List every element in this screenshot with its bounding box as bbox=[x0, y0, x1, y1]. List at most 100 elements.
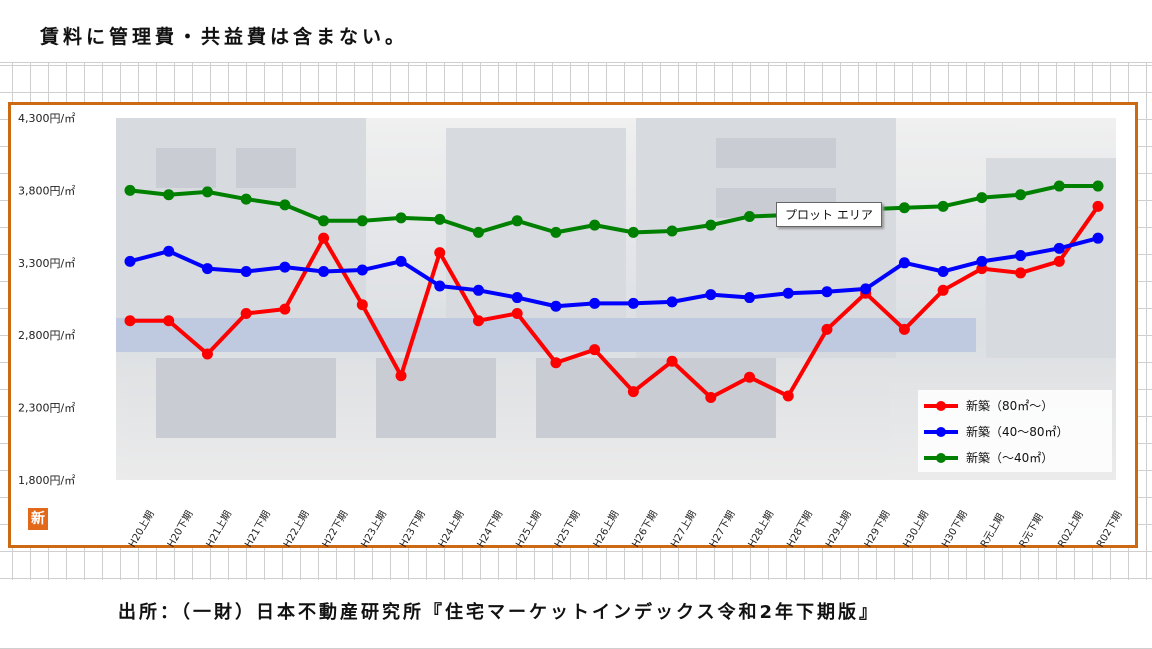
data-point[interactable] bbox=[589, 219, 601, 231]
data-point[interactable] bbox=[356, 299, 368, 311]
data-point[interactable] bbox=[821, 286, 833, 298]
data-point[interactable] bbox=[511, 307, 523, 319]
x-tick-label: H27下期 bbox=[707, 509, 738, 550]
y-tick-label: 3,300円/㎡ bbox=[18, 257, 75, 270]
data-point[interactable] bbox=[1015, 189, 1027, 201]
data-point[interactable] bbox=[666, 355, 678, 367]
data-point[interactable] bbox=[1053, 255, 1065, 267]
data-point[interactable] bbox=[1053, 242, 1065, 254]
data-point[interactable] bbox=[550, 226, 562, 238]
legend-label: 新築（～40㎡） bbox=[966, 450, 1053, 465]
data-point[interactable] bbox=[395, 212, 407, 224]
y-tick-label: 1,800円/㎡ bbox=[18, 474, 75, 487]
data-point[interactable] bbox=[434, 280, 446, 292]
data-point[interactable] bbox=[898, 323, 910, 335]
data-point[interactable] bbox=[434, 213, 446, 225]
data-point[interactable] bbox=[318, 215, 330, 227]
data-point[interactable] bbox=[937, 284, 949, 296]
data-point[interactable] bbox=[1092, 180, 1104, 192]
note-row bbox=[0, 0, 1152, 63]
y-tick-label: 4,300円/㎡ bbox=[18, 112, 75, 125]
data-point[interactable] bbox=[279, 199, 291, 211]
data-point[interactable] bbox=[976, 255, 988, 267]
data-point[interactable] bbox=[627, 226, 639, 238]
data-point[interactable] bbox=[705, 289, 717, 301]
data-point[interactable] bbox=[1053, 180, 1065, 192]
data-point[interactable] bbox=[550, 300, 562, 312]
data-point[interactable] bbox=[240, 265, 252, 277]
data-point[interactable] bbox=[976, 192, 988, 204]
data-point[interactable] bbox=[163, 245, 175, 257]
data-point[interactable] bbox=[472, 315, 484, 327]
data-point[interactable] bbox=[240, 307, 252, 319]
data-point[interactable] bbox=[821, 323, 833, 335]
data-point[interactable] bbox=[511, 215, 523, 227]
data-point[interactable] bbox=[395, 370, 407, 382]
data-point[interactable] bbox=[318, 232, 330, 244]
data-point[interactable] bbox=[472, 284, 484, 296]
data-point[interactable] bbox=[898, 257, 910, 269]
data-point[interactable] bbox=[1092, 232, 1104, 244]
data-point[interactable] bbox=[937, 200, 949, 212]
x-tick-label: R元上期 bbox=[978, 511, 1007, 549]
data-point[interactable] bbox=[744, 371, 756, 383]
data-point[interactable] bbox=[511, 292, 523, 304]
data-point[interactable] bbox=[124, 184, 136, 196]
x-tick-label: H25上期 bbox=[513, 509, 544, 550]
legend-marker bbox=[936, 453, 946, 463]
y-tick-label: 3,800円/㎡ bbox=[18, 184, 75, 197]
source-text: 出所：（一財）日本不動産研究所『住宅マーケットインデックス令和2年下期版』 bbox=[118, 602, 880, 623]
data-point[interactable] bbox=[279, 261, 291, 273]
data-point[interactable] bbox=[937, 265, 949, 277]
x-tick-label: H26上期 bbox=[591, 509, 622, 550]
legend-label: 新築（40～80㎡） bbox=[966, 424, 1069, 439]
data-point[interactable] bbox=[124, 315, 136, 327]
data-point[interactable] bbox=[124, 255, 136, 267]
data-point[interactable] bbox=[240, 193, 252, 205]
data-point[interactable] bbox=[163, 189, 175, 201]
data-point[interactable] bbox=[356, 215, 368, 227]
legend-label: 新築（80㎡～） bbox=[966, 398, 1053, 413]
data-point[interactable] bbox=[356, 264, 368, 276]
data-point[interactable] bbox=[1015, 250, 1027, 262]
x-tick-label: H30下期 bbox=[939, 509, 970, 550]
data-point[interactable] bbox=[434, 247, 446, 259]
series-line-1[interactable] bbox=[130, 205, 1100, 400]
x-tick-label: H29上期 bbox=[823, 509, 854, 550]
x-tick-label: H28上期 bbox=[746, 509, 777, 550]
new-badge-icon: 新 bbox=[28, 508, 48, 530]
source-row bbox=[0, 580, 1152, 649]
x-tick-label: R元下期 bbox=[1017, 511, 1046, 549]
series-line-3[interactable] bbox=[129, 184, 1098, 235]
data-point[interactable] bbox=[201, 186, 213, 198]
data-point[interactable] bbox=[666, 225, 678, 237]
data-point[interactable] bbox=[627, 297, 639, 309]
series-line-2[interactable] bbox=[129, 236, 1099, 309]
data-point[interactable] bbox=[744, 210, 756, 222]
data-point[interactable] bbox=[201, 263, 213, 275]
data-point[interactable] bbox=[589, 344, 601, 356]
data-point[interactable] bbox=[589, 297, 601, 309]
data-point[interactable] bbox=[201, 348, 213, 360]
note-text: 賃料に管理費・共益費は含まない。 bbox=[40, 26, 409, 48]
data-point[interactable] bbox=[782, 390, 794, 402]
data-point[interactable] bbox=[1092, 200, 1104, 212]
data-point[interactable] bbox=[898, 202, 910, 214]
data-point[interactable] bbox=[627, 386, 639, 398]
data-point[interactable] bbox=[163, 315, 175, 327]
data-point[interactable] bbox=[318, 265, 330, 277]
data-point[interactable] bbox=[472, 226, 484, 238]
data-point[interactable] bbox=[395, 255, 407, 267]
data-point[interactable] bbox=[279, 303, 291, 315]
data-point[interactable] bbox=[1015, 267, 1027, 279]
data-point[interactable] bbox=[860, 283, 872, 295]
data-point[interactable] bbox=[550, 357, 562, 369]
data-point[interactable] bbox=[782, 287, 794, 299]
data-point[interactable] bbox=[705, 391, 717, 403]
data-point[interactable] bbox=[705, 219, 717, 231]
data-point[interactable] bbox=[666, 296, 678, 308]
legend-marker bbox=[936, 427, 946, 437]
data-point[interactable] bbox=[744, 292, 756, 304]
plot-area-tooltip: プロット エリア bbox=[776, 202, 882, 227]
